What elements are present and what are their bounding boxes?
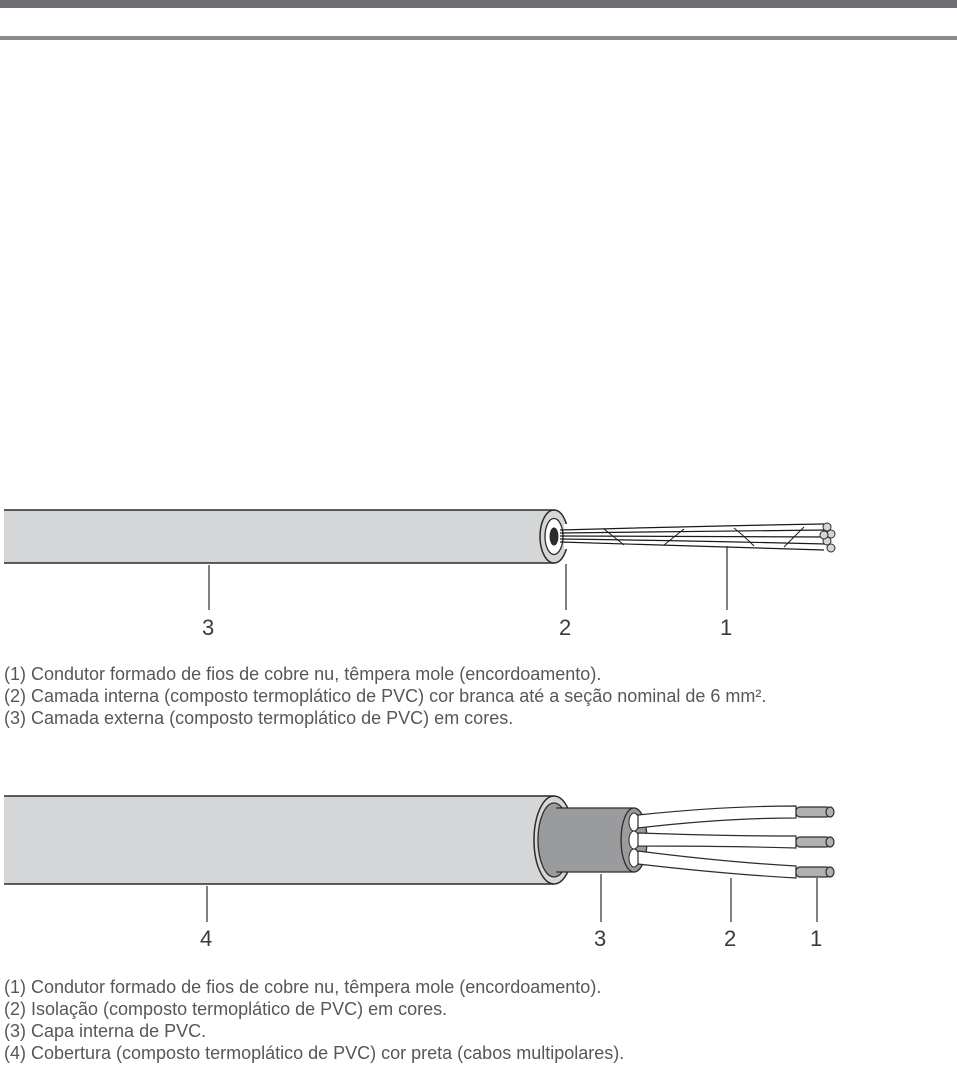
figure-2-svg: 4 3 2 1 bbox=[4, 788, 953, 963]
fig2-legend-2: (2) Isolação (composto termoplático de P… bbox=[4, 999, 953, 1021]
fig1-legend-3: (3) Camada externa (composto termoplátic… bbox=[4, 708, 953, 730]
header-bars bbox=[0, 0, 957, 40]
figure-1: 3 2 1 (1) Condutor formado de fios de co… bbox=[4, 500, 953, 730]
fig2-legend-3: (3) Capa interna de PVC. bbox=[4, 1021, 953, 1043]
fig1-callout-1: 1 bbox=[720, 615, 732, 640]
figure-2-legend: (1) Condutor formado de fios de cobre nu… bbox=[4, 977, 953, 1065]
fig2-legend-1: (1) Condutor formado de fios de cobre nu… bbox=[4, 977, 953, 999]
figure-1-svg: 3 2 1 bbox=[4, 500, 953, 650]
fig1-callout-2: 2 bbox=[559, 615, 571, 640]
fig2-callout-4: 4 bbox=[200, 926, 212, 951]
fig2-callout-3: 3 bbox=[594, 926, 606, 951]
fig2-callout-2: 2 bbox=[724, 926, 736, 951]
fig1-callout-3: 3 bbox=[202, 615, 214, 640]
fig1-legend-2: (2) Camada interna (composto termoplátic… bbox=[4, 686, 953, 708]
fig1-legend-1: (1) Condutor formado de fios de cobre nu… bbox=[4, 664, 953, 686]
fig2-callout-1: 1 bbox=[810, 926, 822, 951]
figure-2: 4 3 2 1 (1) Condutor formado de fios de … bbox=[4, 788, 953, 1065]
header-bar-2 bbox=[0, 36, 957, 40]
header-gap bbox=[0, 8, 957, 36]
header-bar-1 bbox=[0, 0, 957, 8]
figure-1-legend: (1) Condutor formado de fios de cobre nu… bbox=[4, 664, 953, 730]
fig2-legend-4: (4) Cobertura (composto termoplático de … bbox=[4, 1043, 953, 1065]
